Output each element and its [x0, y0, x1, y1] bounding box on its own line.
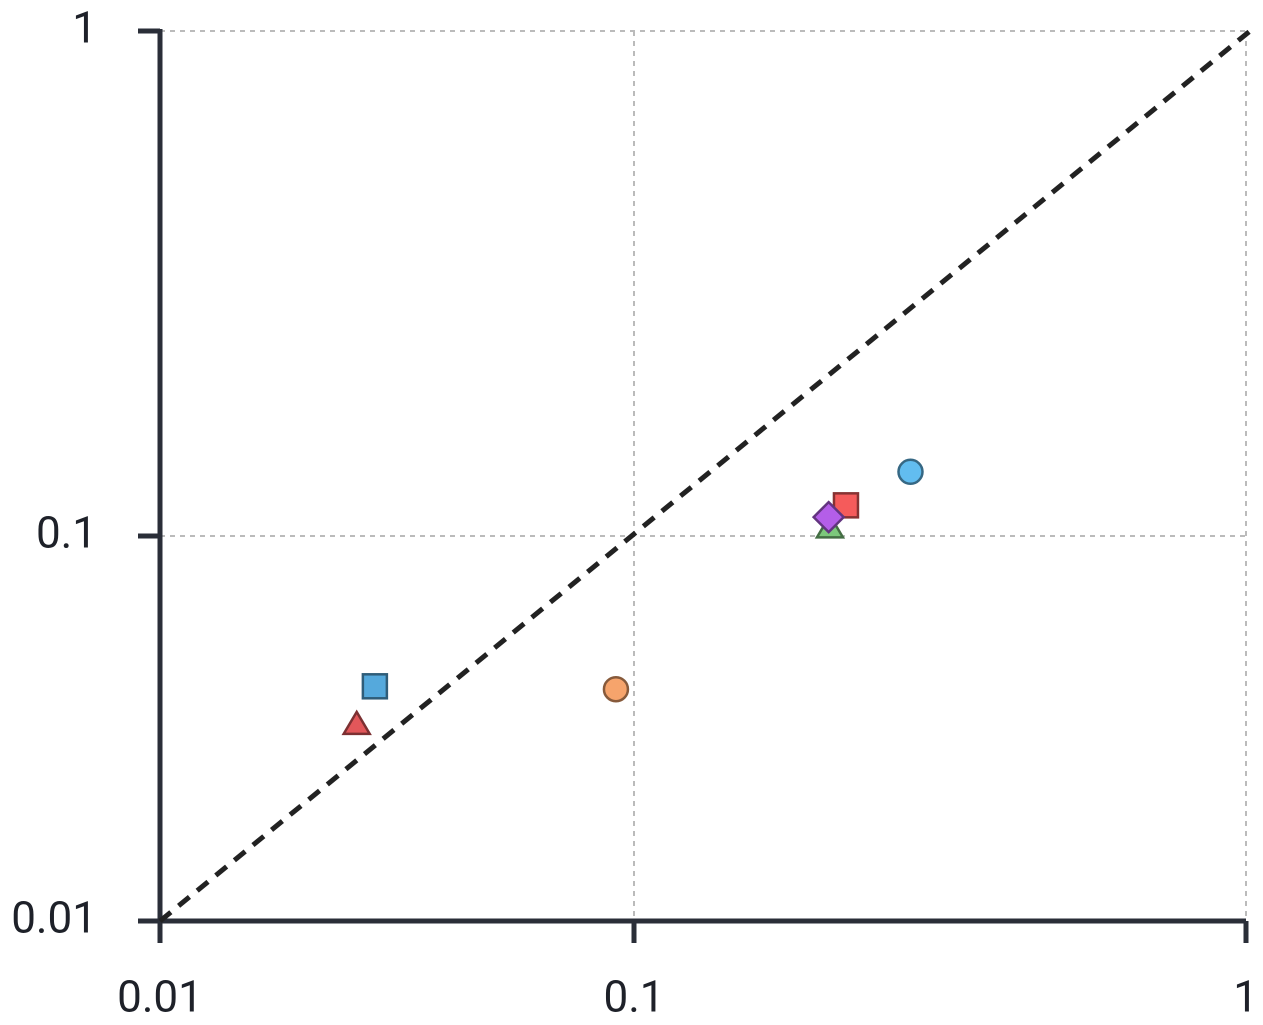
point: [602, 675, 630, 703]
point: [832, 492, 860, 519]
y-tick-label: 1: [72, 2, 97, 54]
point: [897, 458, 924, 486]
y-tick-label: 0.01: [11, 892, 97, 944]
x-tick-label: 0.1: [603, 971, 664, 1023]
x-tick-label: 1: [1233, 971, 1258, 1023]
point: [361, 673, 389, 700]
diagonal-line: [158, 29, 1252, 923]
y-tick-label: 0.1: [36, 507, 97, 559]
x-tick-label: 0.01: [117, 971, 203, 1023]
point: [341, 709, 372, 736]
point: [811, 500, 846, 534]
